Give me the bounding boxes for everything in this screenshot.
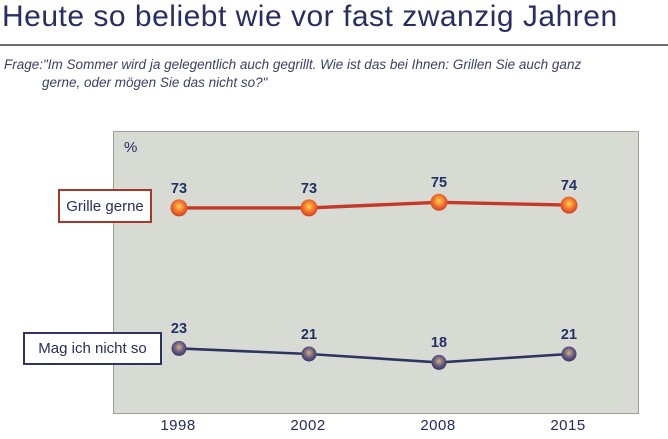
chart-plot-area: % 73 73 75 74 23 21 18 21	[113, 131, 639, 414]
data-value-label: 21	[300, 326, 318, 343]
y-unit-label: %	[124, 139, 138, 156]
data-point	[171, 340, 187, 356]
data-point	[431, 354, 447, 370]
series-line	[179, 200, 570, 210]
data-point	[300, 199, 318, 217]
survey-question: Frage:"Im Sommer wird ja gelegentlich au…	[4, 56, 664, 91]
data-point	[301, 346, 317, 362]
survey-question-line1: Frage:"Im Sommer wird ja gelegentlich au…	[4, 57, 582, 72]
data-value-label: 23	[170, 321, 188, 338]
data-point	[561, 346, 577, 362]
legend-grille-gerne: Grille gerne	[58, 189, 152, 223]
legend-mag-ich-nicht-so: Mag ich nicht so	[23, 332, 162, 365]
data-value-label: 21	[560, 326, 578, 343]
data-value-label: 73	[300, 180, 318, 197]
data-point	[560, 196, 578, 214]
x-axis-label: 2015	[550, 417, 586, 434]
x-axis: 1998 2002 2008 2015	[0, 417, 668, 437]
data-point	[170, 199, 188, 217]
data-point	[430, 193, 448, 211]
data-value-label: 73	[170, 180, 188, 197]
x-axis-label: 1998	[160, 417, 196, 434]
series-line	[178, 347, 570, 364]
data-value-label: 75	[430, 175, 448, 192]
page-title: Heute so beliebt wie vor fast zwanzig Ja…	[2, 0, 618, 33]
survey-question-line2: gerne, oder mögen Sie das nicht so?"	[42, 74, 268, 90]
x-axis-label: 2008	[420, 417, 456, 434]
title-divider	[0, 44, 668, 46]
data-value-label: 74	[560, 178, 578, 195]
data-value-label: 18	[430, 335, 448, 352]
line-chart	[170, 193, 578, 370]
x-axis-label: 2002	[290, 417, 326, 434]
